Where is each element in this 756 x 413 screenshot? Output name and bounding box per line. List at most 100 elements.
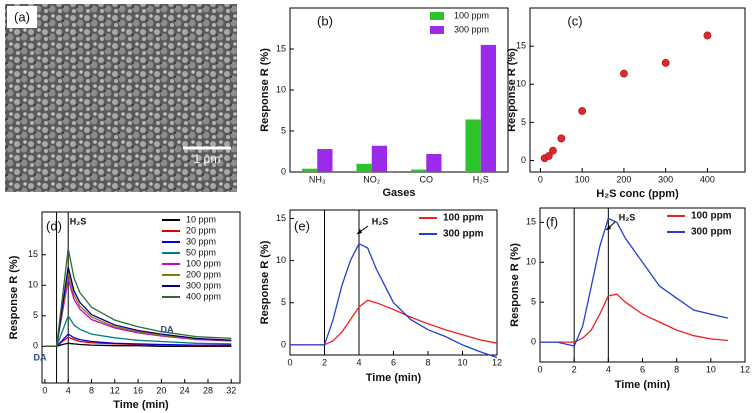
y-axis-label: Response R (%) <box>506 48 518 132</box>
x-tick-label: 0 <box>42 385 47 395</box>
x-tick-label: 4 <box>606 364 611 374</box>
x-tick-label: 400 <box>700 174 715 184</box>
line-series <box>290 242 498 359</box>
x-tick-label: 4 <box>66 385 71 395</box>
panel-label: (f) <box>546 214 558 229</box>
y-tick-label: 10 <box>28 280 38 290</box>
y-tick-label: 0 <box>531 336 536 346</box>
x-tick-label: NH₃ <box>309 174 326 184</box>
y-tick-label: 10 <box>276 84 286 94</box>
y-tick-label: 15 <box>28 249 38 259</box>
panel-label: (c) <box>567 13 582 28</box>
annotation: H₂S <box>372 216 389 226</box>
sem-image <box>5 4 237 192</box>
legend-label: 300 ppm <box>691 227 732 238</box>
legend-label: 50 ppm <box>186 247 216 257</box>
x-tick-label: 28 <box>203 385 213 395</box>
legend-label: 400 ppm <box>186 291 221 301</box>
annotation: H₂S <box>619 212 636 222</box>
x-axis-label: Time (min) <box>366 372 422 384</box>
point <box>578 107 587 115</box>
legend-swatch <box>430 12 444 20</box>
x-axis-label: Time (min) <box>615 379 671 391</box>
panel-label: (b) <box>317 13 333 28</box>
legend-label: 10 ppm <box>186 214 216 224</box>
x-tick-label: 300 <box>658 174 673 184</box>
legend-label: 30 ppm <box>186 236 216 246</box>
x-tick-label: 8 <box>425 357 430 367</box>
point <box>620 69 628 78</box>
y-tick-label: 15 <box>276 43 286 53</box>
panel-label: (e) <box>294 218 310 233</box>
y-axis-label: Response R (%) <box>8 255 20 339</box>
bar <box>317 149 333 172</box>
x-tick-label: 8 <box>89 385 94 395</box>
chart-panel: 0 5 10 15 0 2 4 6 8 10 12 Time (min) Response R (%) (… <box>509 207 750 391</box>
x-tick-label: 6 <box>640 364 645 374</box>
x-tick-label: H₂S <box>473 174 489 184</box>
line-series <box>44 314 232 348</box>
y-tick-label: 5 <box>281 297 286 307</box>
x-tick-label: 16 <box>133 385 143 395</box>
bar <box>356 163 372 172</box>
legend-label: 100 ppm <box>454 10 489 20</box>
x-tick-label: 4 <box>356 357 361 367</box>
annotation: DA <box>161 324 174 334</box>
y-tick-label: 15 <box>276 213 286 223</box>
point <box>549 146 557 155</box>
x-tick-label: 0 <box>287 357 292 367</box>
y-tick-label: 15 <box>526 217 536 227</box>
x-tick-label: 12 <box>740 364 750 374</box>
y-tick-label: 0 <box>281 166 286 176</box>
line-series <box>44 333 232 348</box>
line-series <box>44 342 232 348</box>
x-tick-label: 12 <box>492 357 502 367</box>
chart-panel: 0 5 10 15 0 4 8 12 16 20 24 28 32 Time (min) Response … <box>8 211 241 411</box>
x-tick-label: 0 <box>538 174 543 184</box>
chart-panel: 0 5 10 15 0 100 200 300 400 H₂S conc (ppm) Respons… <box>506 7 746 200</box>
x-axis-label: Gases <box>382 187 415 199</box>
y-tick-label: 5 <box>33 310 38 320</box>
panel-label-box <box>7 6 37 28</box>
x-tick-label: NO₂ <box>363 174 381 184</box>
x-tick-label: 24 <box>180 385 190 395</box>
legend-label: 100 ppm <box>691 211 732 222</box>
panel-label: (a) <box>14 9 30 24</box>
x-tick-label: 6 <box>391 357 396 367</box>
chart-panel: 0 5 10 15 Gases Response R (%) (b) NH₃ NO₂ CO H₂S 1… <box>259 7 509 199</box>
y-tick-label: 10 <box>526 257 536 267</box>
arrow-head <box>606 225 611 230</box>
arrow-head <box>357 229 362 234</box>
plot-frame <box>41 211 241 384</box>
legend-label: 300 ppm <box>454 24 489 34</box>
y-axis-label: Response R (%) <box>509 243 521 327</box>
y-tick-label: 0 <box>33 341 38 351</box>
line-series <box>44 248 232 348</box>
legend-label: 300 ppm <box>443 229 484 240</box>
x-tick-label: 200 <box>616 174 631 184</box>
x-tick-label: 2 <box>572 364 577 374</box>
legend-swatch <box>430 26 444 34</box>
y-tick-label: 5 <box>521 117 526 127</box>
point <box>557 134 566 143</box>
line-series <box>44 266 232 348</box>
sem-image-panel: (a) 1 μm <box>5 4 237 192</box>
bar <box>480 44 497 172</box>
bar <box>371 145 388 172</box>
x-axis-label: Time (min) <box>113 399 169 411</box>
x-tick-label: 2 <box>322 357 327 367</box>
y-tick-label: 0 <box>281 339 286 349</box>
x-tick-label: 20 <box>156 385 166 395</box>
line-series <box>540 217 729 347</box>
x-tick-label: 8 <box>674 364 679 374</box>
annotation: H₂S <box>70 216 87 226</box>
y-tick-label: 0 <box>521 155 526 165</box>
legend-label: 100 ppm <box>186 258 221 268</box>
legend-label: 20 ppm <box>186 225 216 235</box>
line-series <box>540 293 728 343</box>
x-tick-label: 0 <box>537 364 542 374</box>
bar <box>301 168 318 172</box>
bar <box>410 169 427 172</box>
chart-panel: 0 5 10 15 0 2 4 6 8 10 12 Time (min) Response R (%) (… <box>259 209 502 384</box>
